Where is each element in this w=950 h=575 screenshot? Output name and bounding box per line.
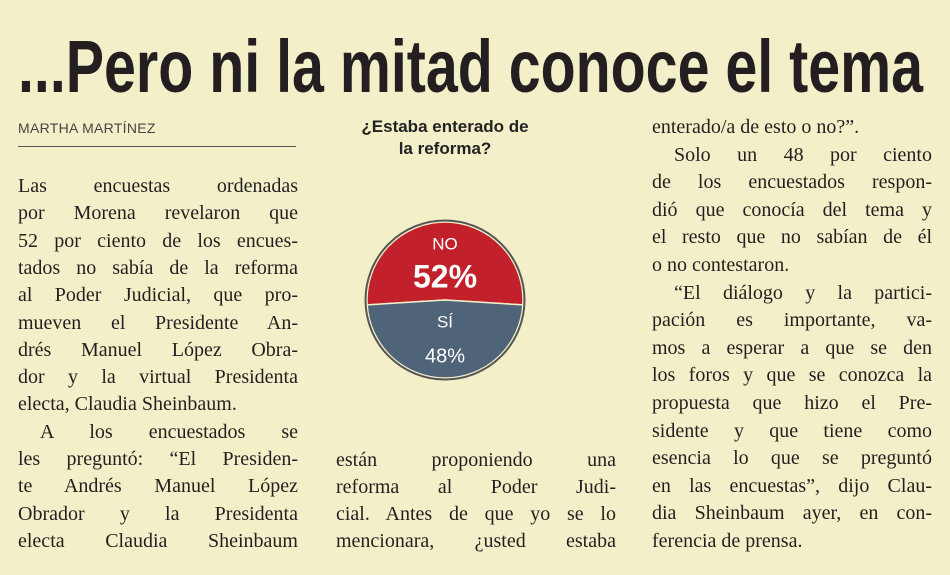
text-line: cial. Antes de que yo se lo <box>336 503 616 525</box>
pie-slice <box>366 299 524 379</box>
text-line: 52 por ciento de los encues- <box>18 229 298 252</box>
byline: MARTHA MARTÍNEZ <box>18 120 156 136</box>
slice-value: 52% <box>413 258 477 294</box>
text-line: pación es importante, va- <box>652 309 932 332</box>
text-line: A los encuestados se <box>40 420 298 443</box>
text-line: esencia lo que se preguntó <box>652 447 932 470</box>
text-line: dia Sheinbaum ayer, en con- <box>652 502 932 525</box>
headline-area: ...Pero ni la mitad conoce el tema <box>18 25 924 108</box>
text-line: al Poder Judicial, que pro- <box>18 284 298 307</box>
text-line: o no contestaron. <box>652 254 790 276</box>
text-line: Obrador y la Presidenta <box>18 502 298 525</box>
text-line: electa Claudia Sheinbaum <box>18 529 298 552</box>
text-line: drés Manuel López Obra- <box>18 338 298 361</box>
slice-value: 48% <box>425 345 465 367</box>
text-line: mencionara, ¿usted estaba <box>336 530 616 552</box>
text-line: están proponiendo una <box>336 449 616 471</box>
text-line: enterado/a de esto o no?”. <box>652 116 860 138</box>
text-line: “El diálogo y la partici- <box>674 281 932 304</box>
text-line: ferencia de prensa. <box>652 530 803 552</box>
text-line: los foros y que se conozca la <box>652 364 932 387</box>
slice-label: SÍ <box>437 312 453 331</box>
text-line: Las encuestas ordenadas <box>18 175 298 197</box>
chart-title: ¿Estaba enterado de la reforma? <box>361 117 529 158</box>
text-line: por Morena revelaron que <box>18 202 298 225</box>
text-line: propuesta que hizo el Pre- <box>652 392 932 414</box>
pie-outline <box>364 219 526 381</box>
text-line: Solo un 48 por ciento <box>674 143 932 166</box>
text-line: mos a esperar a que se den <box>652 336 932 359</box>
text-line: dor y la virtual Presidenta <box>18 366 298 389</box>
pie-chart: NO 52% SÍ 48% <box>364 219 526 381</box>
pie-slice <box>366 221 524 306</box>
text-line: mueven el Presidente An- <box>18 311 298 334</box>
headline: ...Pero ni la mitad conoce el tema <box>18 25 924 108</box>
text-line: el resto que no sabían de él <box>652 226 932 249</box>
text-line: te Andrés Manuel López <box>18 475 298 498</box>
text-line: tados no sabía de la reforma <box>18 256 298 279</box>
text-line: de los encuestados respon- <box>652 171 932 194</box>
text-line: dió que conocía del tema y <box>652 198 932 221</box>
text-line: reforma al Poder Judi- <box>336 476 616 498</box>
text-line: en las encuestas”, dijo Clau- <box>652 474 932 497</box>
text-line: les preguntó: “El Presiden- <box>18 448 298 470</box>
text-line: sidente y que tiene como <box>652 419 932 442</box>
text-line: electa, Claudia Sheinbaum. <box>18 393 237 416</box>
byline-rule <box>18 146 296 147</box>
slice-label: NO <box>432 234 458 253</box>
